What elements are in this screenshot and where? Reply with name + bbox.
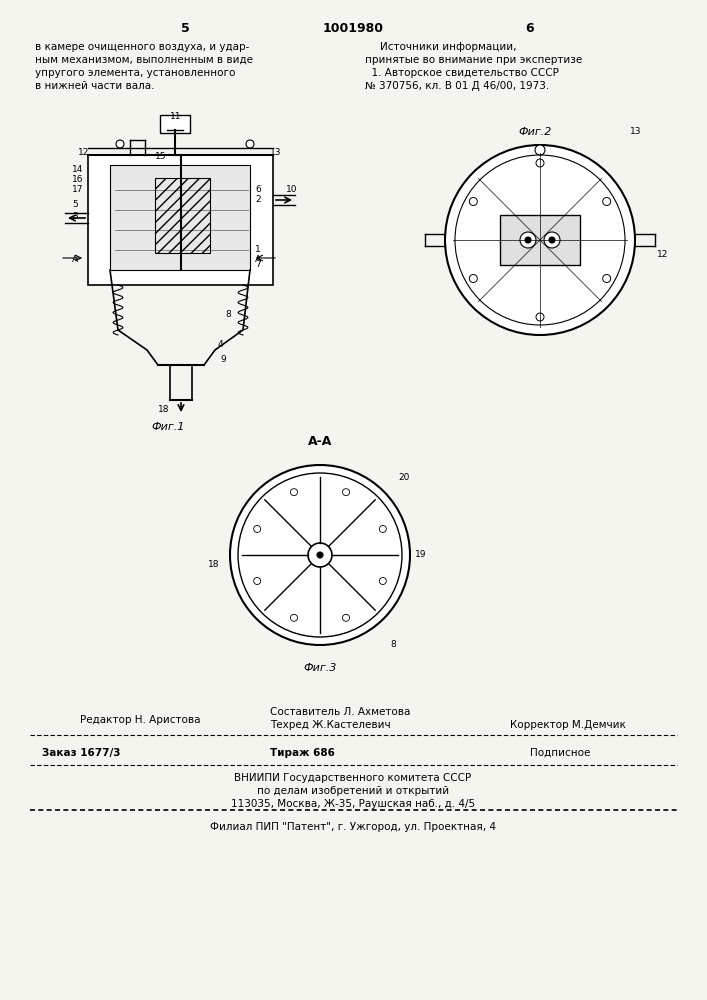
Bar [155,178,210,253]
Circle shape [445,145,635,335]
Text: 11: 11 [170,112,182,121]
Text: 10: 10 [286,185,298,194]
Bar [500,215,580,265]
Text: ным механизмом, выполненным в виде: ным механизмом, выполненным в виде [35,55,253,65]
Text: по делам изобретений и открытий: по делам изобретений и открытий [257,786,449,796]
Text: 13: 13 [270,148,281,157]
Text: 16: 16 [72,175,83,184]
Bar [160,115,190,133]
Circle shape [549,237,555,243]
Circle shape [469,274,477,282]
Text: 6: 6 [255,185,261,194]
Text: упругого элемента, установленного: упругого элемента, установленного [35,68,235,78]
Text: 5: 5 [72,200,78,209]
Circle shape [602,274,611,282]
Circle shape [342,614,349,621]
Circle shape [308,543,332,567]
Text: Заказ 1677/3: Заказ 1677/3 [42,748,120,758]
Circle shape [536,159,544,167]
Circle shape [291,489,298,496]
Text: 12: 12 [78,148,89,157]
Circle shape [230,465,410,645]
Text: в камере очищенного воздуха, и удар-: в камере очищенного воздуха, и удар- [35,42,250,52]
Circle shape [246,140,254,148]
Circle shape [469,198,477,206]
Circle shape [525,237,531,243]
Text: 2: 2 [255,195,261,204]
Text: Фиг.1: Фиг.1 [151,422,185,432]
Circle shape [317,552,323,558]
Text: 8: 8 [225,310,230,319]
Circle shape [602,198,611,206]
Text: 4: 4 [218,340,223,349]
Circle shape [535,145,545,155]
Circle shape [291,614,298,621]
Text: 1: 1 [255,245,261,254]
Text: принятые во внимание при экспертизе: принятые во внимание при экспертизе [365,55,583,65]
Text: Филиал ПИП "Патент", г. Ужгород, ул. Проектная, 4: Филиал ПИП "Патент", г. Ужгород, ул. Про… [210,822,496,832]
Text: 9: 9 [220,355,226,364]
Text: Техред Ж.Кастелевич: Техред Ж.Кастелевич [270,720,391,730]
Circle shape [544,232,560,248]
Circle shape [380,525,386,532]
Text: A: A [72,255,78,264]
Text: Корректор М.Демчик: Корректор М.Демчик [510,720,626,730]
Circle shape [536,313,544,321]
Circle shape [342,489,349,496]
Circle shape [116,140,124,148]
Text: А-А: А-А [308,435,332,448]
Circle shape [254,578,261,585]
Text: Редактор Н. Аристова: Редактор Н. Аристова [80,715,201,725]
Text: 113035, Москва, Ж-35, Раушская наб., д. 4/5: 113035, Москва, Ж-35, Раушская наб., д. … [231,799,475,809]
Text: 17: 17 [72,185,83,194]
Circle shape [380,578,386,585]
Text: 1001980: 1001980 [322,22,383,35]
Text: 3: 3 [72,212,78,221]
Circle shape [455,155,625,325]
Text: 6: 6 [526,22,534,35]
Text: Фиг.3: Фиг.3 [303,663,337,673]
Text: Источники информации,: Источники информации, [380,42,517,52]
Text: Составитель Л. Ахметова: Составитель Л. Ахметова [270,707,410,717]
Circle shape [254,525,261,532]
Text: 8: 8 [390,640,396,649]
Text: 7: 7 [255,260,261,269]
Text: Подписное: Подписное [530,748,590,758]
Text: 13: 13 [630,127,641,136]
Circle shape [238,473,402,637]
Text: № 370756, кл. В 01 Д 46/00, 1973.: № 370756, кл. В 01 Д 46/00, 1973. [365,81,549,91]
Text: ВНИИПИ Государственного комитета СССР: ВНИИПИ Государственного комитета СССР [235,773,472,783]
Text: Тираж 686: Тираж 686 [270,748,335,758]
Text: 19: 19 [415,550,426,559]
Text: Фиг.2: Фиг.2 [518,127,551,137]
Circle shape [520,232,536,248]
Text: A: A [255,255,264,264]
Text: 5: 5 [180,22,189,35]
Text: 15: 15 [155,152,167,161]
Text: 12: 12 [657,250,668,259]
Text: 20: 20 [398,473,409,482]
Text: в нижней части вала.: в нижней части вала. [35,81,155,91]
Text: 18: 18 [158,405,170,414]
Text: 18: 18 [208,560,219,569]
Bar [88,155,273,285]
Text: 14: 14 [72,165,83,174]
Text: 1. Авторское свидетельство СССР: 1. Авторское свидетельство СССР [365,68,559,78]
Bar [110,165,250,270]
